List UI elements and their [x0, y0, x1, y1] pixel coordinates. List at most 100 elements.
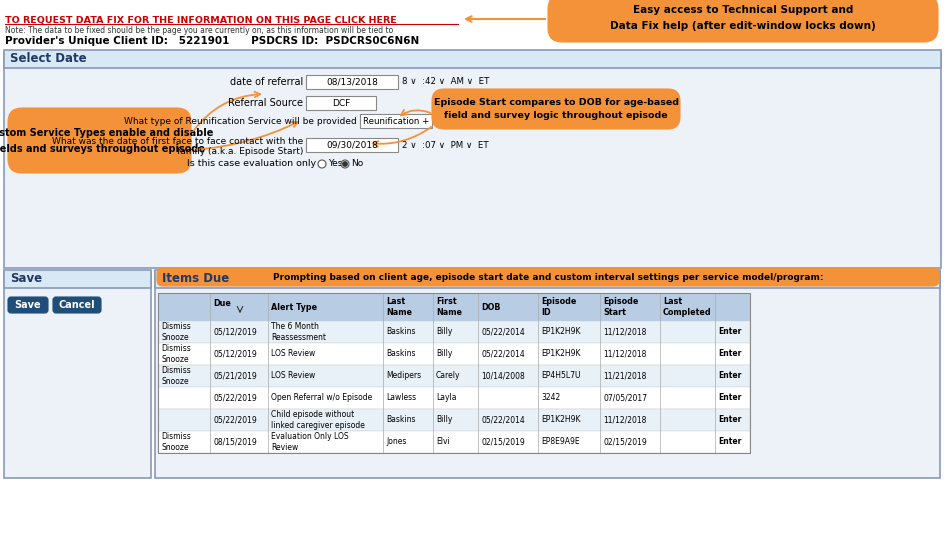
- Text: 11/21/2018: 11/21/2018: [603, 371, 646, 380]
- Text: 8 ∨  :42 ∨  AM ∨  ET: 8 ∨ :42 ∨ AM ∨ ET: [402, 78, 489, 87]
- Text: EP8E9A9E: EP8E9A9E: [541, 438, 580, 447]
- Text: Select Date: Select Date: [10, 52, 86, 65]
- FancyBboxPatch shape: [4, 272, 151, 478]
- Text: DOB: DOB: [481, 302, 501, 311]
- Text: 08/15/2019: 08/15/2019: [213, 438, 256, 447]
- FancyBboxPatch shape: [8, 108, 191, 173]
- Text: 08/13/2018: 08/13/2018: [326, 78, 378, 87]
- Text: Jones: Jones: [386, 438, 407, 447]
- FancyBboxPatch shape: [432, 89, 680, 129]
- Text: 2 ∨  :07 ∨  PM ∨  ET: 2 ∨ :07 ∨ PM ∨ ET: [402, 141, 488, 149]
- Text: Note: The data to be fixed should be the page you are currently on, as this info: Note: The data to be fixed should be the…: [5, 26, 393, 35]
- Text: Elvi: Elvi: [436, 438, 449, 447]
- FancyBboxPatch shape: [306, 138, 398, 152]
- Text: Cancel: Cancel: [59, 300, 95, 310]
- Text: Baskins: Baskins: [386, 416, 415, 424]
- Circle shape: [318, 160, 326, 168]
- Text: Enter: Enter: [718, 416, 741, 424]
- FancyBboxPatch shape: [306, 96, 376, 110]
- Text: Dismiss
Snooze: Dismiss Snooze: [161, 344, 191, 364]
- Text: Yes: Yes: [328, 159, 342, 169]
- FancyBboxPatch shape: [53, 297, 101, 313]
- FancyBboxPatch shape: [158, 343, 750, 365]
- Text: No: No: [351, 159, 363, 169]
- FancyBboxPatch shape: [4, 50, 941, 68]
- Text: Provider's Unique Client ID:   5221901      PSDCRS ID:  PSDCRS0C6N6N: Provider's Unique Client ID: 5221901 PSD…: [5, 36, 419, 46]
- Text: 05/22/2014: 05/22/2014: [481, 416, 524, 424]
- Text: 11/12/2018: 11/12/2018: [603, 416, 646, 424]
- Text: TO REQUEST DATA FIX FOR THE INFORMATION ON THIS PAGE CLICK HERE: TO REQUEST DATA FIX FOR THE INFORMATION …: [5, 16, 397, 25]
- FancyBboxPatch shape: [158, 321, 750, 343]
- Text: Carely: Carely: [436, 371, 461, 380]
- FancyBboxPatch shape: [157, 268, 939, 286]
- Text: Dismiss
Snooze: Dismiss Snooze: [161, 366, 191, 386]
- Text: Episode
Start: Episode Start: [603, 297, 638, 317]
- Text: Layla: Layla: [436, 394, 457, 402]
- Text: EP1K2H9K: EP1K2H9K: [541, 327, 580, 337]
- Text: Lawless: Lawless: [386, 394, 416, 402]
- Text: family (a.k.a. Episode Start): family (a.k.a. Episode Start): [177, 148, 303, 157]
- Text: Baskins: Baskins: [386, 327, 415, 337]
- FancyBboxPatch shape: [548, 0, 938, 42]
- Text: Save: Save: [10, 272, 42, 286]
- Text: Dismiss
Snooze: Dismiss Snooze: [161, 432, 191, 452]
- Text: Billy: Billy: [436, 349, 452, 358]
- Text: 3242: 3242: [541, 394, 560, 402]
- Text: Easy access to Technical Support and
Data Fix help (after edit-window locks down: Easy access to Technical Support and Dat…: [610, 5, 876, 31]
- Text: 09/30/2018: 09/30/2018: [326, 141, 378, 149]
- Text: Enter: Enter: [718, 349, 741, 358]
- Text: Billy: Billy: [436, 327, 452, 337]
- Text: 11/12/2018: 11/12/2018: [603, 349, 646, 358]
- Text: 11/12/2018: 11/12/2018: [603, 327, 646, 337]
- Text: Custom Service Types enable and disable
fields and surveys throughout episode: Custom Service Types enable and disable …: [0, 128, 213, 154]
- Text: 05/22/2019: 05/22/2019: [213, 394, 256, 402]
- Text: 05/12/2019: 05/12/2019: [213, 327, 256, 337]
- Text: 05/22/2014: 05/22/2014: [481, 349, 524, 358]
- Text: Child episode without
linked caregiver episode: Child episode without linked caregiver e…: [271, 410, 365, 430]
- Text: DCF: DCF: [332, 98, 351, 108]
- Text: Due: Due: [213, 300, 231, 309]
- Text: 05/22/2014: 05/22/2014: [481, 327, 524, 337]
- Text: Prompting based on client age, episode start date and custom interval settings p: Prompting based on client age, episode s…: [273, 272, 824, 281]
- Text: LOS Review: LOS Review: [271, 371, 315, 380]
- Text: Enter: Enter: [718, 394, 741, 402]
- Text: Save: Save: [14, 300, 41, 310]
- FancyBboxPatch shape: [158, 431, 750, 453]
- Text: Alert Type: Alert Type: [271, 302, 317, 311]
- FancyBboxPatch shape: [306, 75, 398, 89]
- FancyBboxPatch shape: [360, 114, 432, 128]
- Text: First
Name: First Name: [436, 297, 462, 317]
- Text: Enter: Enter: [718, 438, 741, 447]
- FancyBboxPatch shape: [158, 409, 750, 431]
- Text: The 6 Month
Reassessment: The 6 Month Reassessment: [271, 322, 326, 342]
- Text: Enter: Enter: [718, 371, 741, 380]
- Circle shape: [341, 160, 349, 168]
- Text: Items Due: Items Due: [162, 272, 229, 286]
- Text: EP1K2H9K: EP1K2H9K: [541, 349, 580, 358]
- Text: 07/05/2017: 07/05/2017: [603, 394, 647, 402]
- Text: Episode Start compares to DOB for age-based
field and survey logic throughout ep: Episode Start compares to DOB for age-ba…: [433, 98, 678, 120]
- Text: Evaluation Only LOS
Review: Evaluation Only LOS Review: [271, 432, 349, 452]
- Text: Dismiss
Snooze: Dismiss Snooze: [161, 322, 191, 342]
- Text: Enter: Enter: [718, 327, 741, 337]
- FancyBboxPatch shape: [158, 293, 750, 321]
- Text: Billy: Billy: [436, 416, 452, 424]
- Text: Baskins: Baskins: [386, 349, 415, 358]
- Text: 02/15/2019: 02/15/2019: [603, 438, 647, 447]
- FancyBboxPatch shape: [8, 297, 48, 313]
- Text: LOS Review: LOS Review: [271, 349, 315, 358]
- Text: Last
Completed: Last Completed: [663, 297, 712, 317]
- FancyBboxPatch shape: [158, 365, 750, 387]
- Text: 05/22/2019: 05/22/2019: [213, 416, 256, 424]
- Text: date of referral: date of referral: [230, 77, 303, 87]
- Circle shape: [343, 162, 347, 166]
- Text: Open Referral w/o Episode: Open Referral w/o Episode: [271, 394, 372, 402]
- Text: 10/14/2008: 10/14/2008: [481, 371, 524, 380]
- Text: 05/12/2019: 05/12/2019: [213, 349, 256, 358]
- Text: Reunification +: Reunification +: [363, 117, 429, 126]
- Text: Medipers: Medipers: [386, 371, 421, 380]
- Text: EP4H5L7U: EP4H5L7U: [541, 371, 580, 380]
- FancyBboxPatch shape: [4, 270, 151, 288]
- FancyBboxPatch shape: [158, 387, 750, 409]
- Text: Episode
ID: Episode ID: [541, 297, 577, 317]
